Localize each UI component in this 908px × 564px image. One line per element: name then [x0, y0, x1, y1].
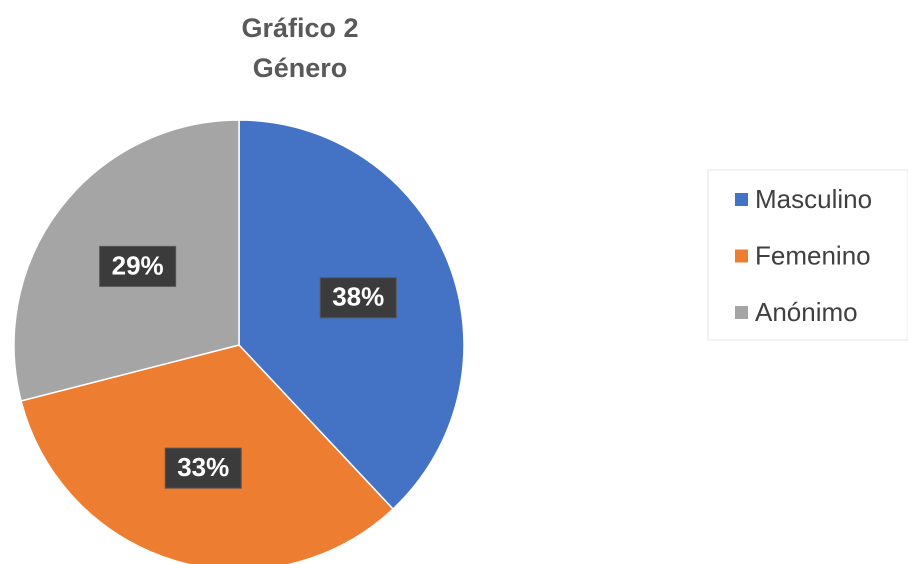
data-label: 29%: [112, 250, 164, 280]
legend-swatch: [735, 249, 748, 263]
data-label-box: [319, 277, 397, 319]
chart-subtitle: Género: [253, 53, 348, 83]
legend-label: Anónimo: [755, 297, 858, 327]
legend-swatch: [735, 306, 748, 319]
data-label-box: [164, 447, 242, 489]
legend-swatch: [735, 193, 748, 206]
data-label-box: [99, 245, 177, 287]
data-label: 38%: [332, 282, 384, 312]
legend-label: Femenino: [755, 240, 871, 270]
chart-title: Gráfico 2: [241, 13, 358, 43]
data-label: 33%: [177, 452, 229, 482]
legend-label: Masculino: [755, 184, 872, 214]
